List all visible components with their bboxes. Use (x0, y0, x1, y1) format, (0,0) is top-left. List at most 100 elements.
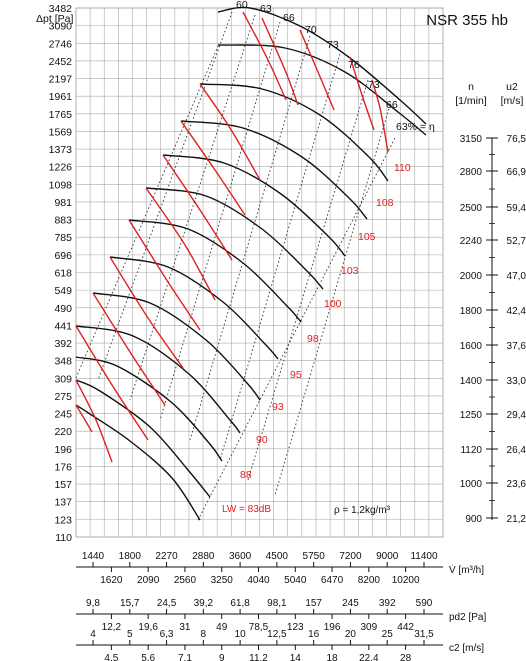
y-tick-label: 110 (55, 532, 72, 544)
efficiency-label: 73 (368, 79, 380, 91)
flow-upper-label: 2880 (192, 551, 215, 562)
upper-limit-curve (217, 6, 427, 125)
u2-label: u2 (506, 81, 518, 93)
flow-lower-label: 2560 (174, 575, 197, 586)
n-value: 1600 (460, 341, 483, 352)
y-tick-label: 157 (54, 479, 72, 491)
y-tick-label: 137 (54, 497, 72, 509)
y-tick-label: 245 (54, 409, 72, 421)
y-tick-label: 981 (54, 197, 72, 209)
grid (75, 7, 498, 650)
noise-curve (75, 379, 113, 463)
u2-value: 66,9 (507, 167, 526, 178)
u2-value: 37,6 (507, 341, 526, 352)
noise-label: 93 (272, 401, 284, 413)
speed-curve (75, 325, 241, 434)
u2-value: 47,0 (507, 271, 526, 282)
speed-curve (109, 256, 279, 360)
pd2-lower-label: 309 (360, 622, 377, 633)
pd2-upper-label: 39,2 (194, 598, 214, 609)
y-tick-label: 2746 (49, 38, 73, 50)
n-value: 2500 (460, 203, 483, 214)
c2-upper-label: 10 (235, 629, 247, 640)
noise-label: 100 (324, 298, 342, 310)
n-label: n (468, 81, 474, 93)
speed-curve (75, 404, 201, 521)
flow-upper-label: 4500 (266, 551, 289, 562)
speed-curve (217, 44, 427, 136)
c2-lower-label: 11,2 (249, 653, 268, 661)
efficiency-guide (247, 79, 369, 481)
y-tick-label: 1765 (49, 109, 73, 121)
flow-upper-label: 1800 (119, 551, 142, 562)
noise-curve (180, 120, 246, 216)
curves (75, 6, 427, 521)
y-tick-label: 348 (54, 356, 72, 368)
chart-title: NSR 355 hb (426, 12, 508, 29)
c2-upper-label: 4 (90, 629, 96, 640)
pd2-lower-label: 78,5 (249, 622, 269, 633)
c2-lower-label: 9 (219, 653, 225, 661)
noise-curve (75, 404, 93, 433)
c2-lower-label: 5,6 (141, 653, 155, 661)
y-axis-label: Δpt [Pa] (36, 13, 73, 25)
flow-lower-label: 5040 (284, 575, 307, 586)
noise-curve (75, 325, 149, 441)
labels: 3482309027462452219719611765156913731226… (36, 0, 526, 661)
y-tick-label: 275 (54, 391, 72, 403)
pd2-upper-label: 98,1 (267, 598, 287, 609)
pd2-lower-label: 12,2 (102, 622, 122, 633)
u2-value: 33,0 (507, 376, 526, 387)
y-tick-label: 883 (54, 215, 72, 227)
y-tick-label: 785 (54, 232, 72, 244)
pd2-lower-label: 123 (287, 622, 304, 633)
pd2-lower-label: 49 (216, 622, 228, 633)
y-tick-label: 2197 (49, 74, 73, 86)
efficiency-label: 73 (327, 39, 339, 51)
c2-upper-label: 6,3 (160, 629, 174, 640)
pd2-upper-label: 392 (379, 598, 396, 609)
u2-value: 42,4 (507, 306, 526, 317)
u2-value: 26,4 (507, 445, 526, 456)
flow-lower-label: 1620 (100, 575, 123, 586)
noise-curve (92, 292, 166, 406)
flow-upper-label: 11400 (410, 551, 438, 562)
n-value: 3150 (460, 134, 483, 145)
pd2-upper-label: 157 (305, 598, 322, 609)
u2-value: 29,4 (507, 410, 526, 421)
flow-upper-label: 3600 (229, 551, 252, 562)
c2-label: c2 [m/s] (449, 643, 484, 654)
pd2-lower-label: 19,6 (138, 622, 158, 633)
flow-upper-label: 7200 (339, 551, 362, 562)
y-tick-label: 1098 (49, 179, 73, 191)
noise-label: 90 (256, 434, 268, 446)
y-tick-label: 549 (54, 285, 72, 297)
noise-label: 88 (240, 469, 252, 481)
speed-curve (199, 83, 389, 182)
n-value: 900 (465, 514, 482, 525)
y-tick-label: 309 (54, 373, 72, 385)
noise-curve (261, 17, 299, 106)
efficiency-label: 60 (236, 0, 248, 11)
c2-upper-label: 16 (308, 629, 320, 640)
noise-curve (199, 83, 261, 181)
flow-lower-label: 10200 (392, 575, 420, 586)
noise-curve (145, 187, 216, 301)
y-tick-label: 1373 (49, 144, 73, 156)
noise-label: 95 (290, 369, 302, 381)
y-tick-label: 196 (54, 444, 72, 456)
noise-label: 98 (307, 333, 319, 345)
y-tick-label: 696 (54, 250, 72, 262)
speed-curve (180, 120, 368, 220)
flow-lower-label: 8200 (358, 575, 381, 586)
efficiency-guide (159, 21, 281, 421)
u2-value: 76,5 (507, 134, 526, 145)
flow-lower-label: 6470 (321, 575, 344, 586)
pd2-upper-label: 24,5 (157, 598, 177, 609)
noise-curve (349, 56, 375, 131)
y-tick-label: 618 (54, 268, 72, 280)
pd2-upper-label: 15,7 (120, 598, 140, 609)
pd2-upper-label: 590 (416, 598, 433, 609)
efficiency-label: 66 (386, 99, 398, 111)
